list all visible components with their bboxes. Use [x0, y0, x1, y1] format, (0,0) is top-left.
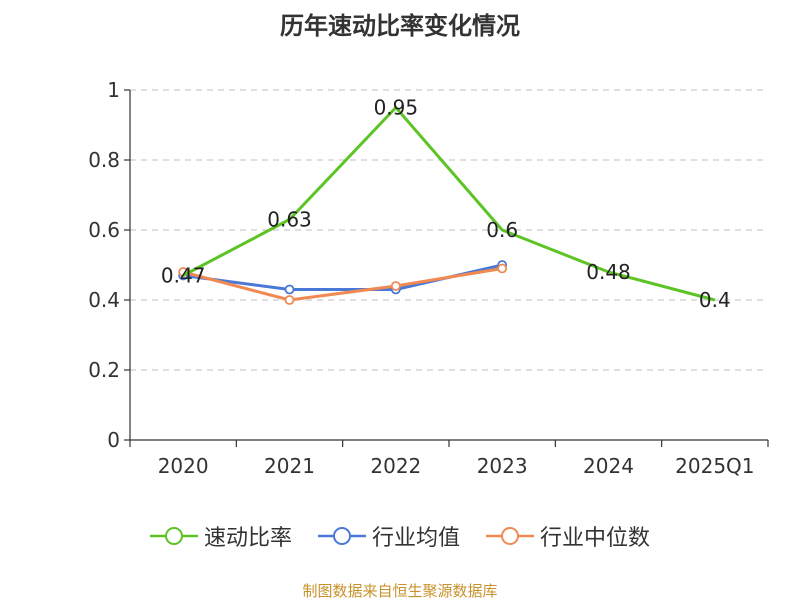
data-point-marker: [284, 284, 295, 295]
data-point-marker: [284, 295, 295, 305]
legend-line-circle-icon: [149, 527, 198, 545]
x-tick-label: 2024: [583, 454, 634, 478]
x-tick-label: 2022: [370, 454, 421, 478]
source-note: 制图数据来自恒生聚源数据库: [302, 582, 498, 600]
data-point-marker: [497, 263, 508, 274]
data-label: 0.47: [161, 264, 206, 288]
data-label: 0.4: [699, 288, 731, 312]
legend-item-industry-mean[interactable]: 行业均值: [317, 520, 460, 552]
data-labels: 0.47 0.63 0.95 0.6 0.48 0.4: [161, 96, 731, 313]
data-label: 0.6: [486, 218, 518, 242]
y-tick-label: 0: [107, 428, 120, 452]
legend-line-circle-icon: [317, 527, 366, 545]
x-tick-label: 2020: [158, 454, 209, 478]
legend-item-industry-median[interactable]: 行业中位数: [486, 520, 650, 552]
legend: 速动比率 行业均值 行业中位数: [0, 520, 800, 552]
chart-title: 历年速动比率变化情况: [280, 12, 520, 40]
data-label: 0.63: [267, 208, 312, 232]
legend-label: 行业均值: [371, 526, 460, 551]
axes: 0 0.2 0.4 0.6 0.8 1 2020 2021 2022 2023 2024 2025Q1: [88, 78, 769, 478]
legend-item-quick-ratio[interactable]: 速动比率: [149, 520, 292, 552]
series-lines: [178, 106, 716, 305]
legend-label: 行业中位数: [540, 526, 651, 551]
legend-label: 速动比率: [203, 526, 292, 551]
series-line-2: [182, 267, 503, 302]
y-tick-label: 0.4: [88, 288, 120, 312]
y-tick-label: 0.2: [88, 358, 120, 382]
x-tick-label: 2021: [264, 454, 315, 478]
y-tick-label: 0.8: [88, 148, 120, 172]
data-point-marker: [390, 281, 401, 291]
series-line-0: [182, 106, 716, 302]
legend-line-circle-icon: [486, 527, 534, 545]
y-tick-label: 1: [107, 78, 120, 102]
data-label: 0.95: [374, 96, 419, 120]
x-tick-label: 2023: [477, 454, 528, 478]
grid-lines: [130, 89, 768, 371]
x-tick-label: 2025Q1: [675, 454, 754, 478]
data-label: 0.48: [586, 260, 631, 284]
y-tick-label: 0.6: [88, 218, 120, 242]
